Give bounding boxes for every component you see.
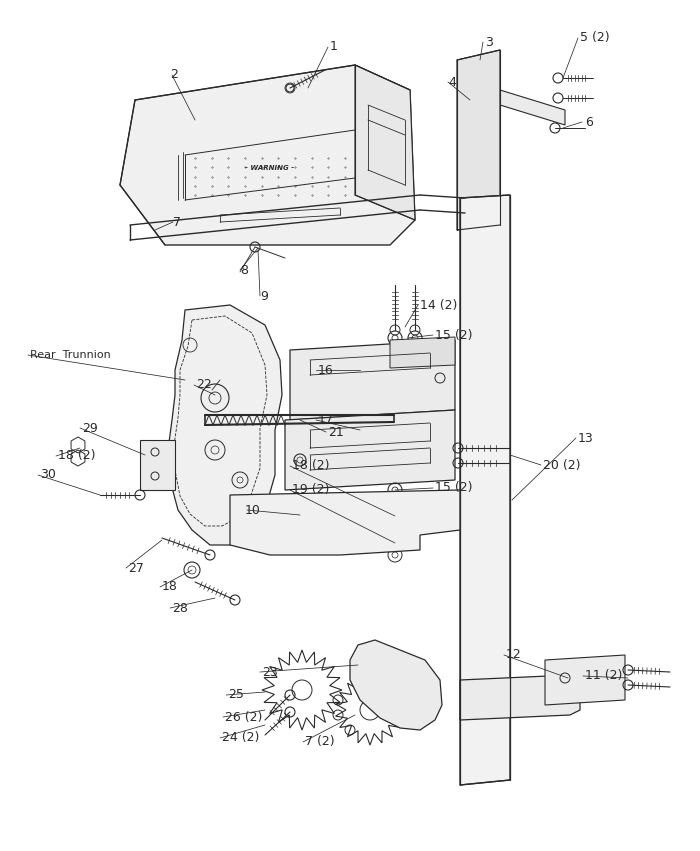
Text: 3: 3 [485,36,493,49]
Polygon shape [350,640,442,730]
Text: 7: 7 [173,215,181,229]
Text: 14 (2): 14 (2) [420,299,457,311]
Polygon shape [290,340,455,420]
Polygon shape [168,305,282,545]
Polygon shape [230,490,460,555]
Text: 22: 22 [196,379,211,391]
Text: 23: 23 [262,665,278,678]
Text: 24 (2): 24 (2) [222,732,260,745]
Text: 6: 6 [585,116,593,129]
Text: 11 (2): 11 (2) [585,670,622,683]
Polygon shape [457,50,500,230]
Text: 18 (2): 18 (2) [58,449,95,462]
Text: - WARNING -: - WARNING - [246,165,295,171]
Text: 5 (2): 5 (2) [580,31,610,44]
Polygon shape [460,195,510,785]
Text: 18: 18 [162,580,178,593]
Polygon shape [460,90,565,125]
Text: 26 (2): 26 (2) [225,711,262,723]
Text: 9: 9 [260,289,268,302]
Text: 21: 21 [328,426,344,438]
Text: 18 (2): 18 (2) [292,460,330,472]
Text: 27: 27 [128,562,144,574]
Text: 15 (2): 15 (2) [435,482,472,494]
Polygon shape [390,337,455,368]
Polygon shape [120,65,415,245]
Polygon shape [460,675,580,720]
Text: 29: 29 [82,421,98,435]
Text: 16: 16 [318,363,334,376]
Text: 13: 13 [578,431,594,444]
Text: 8: 8 [240,264,248,277]
Text: 15 (2): 15 (2) [435,328,472,341]
Text: 30: 30 [40,469,56,482]
Text: 2: 2 [170,68,178,82]
Text: 17: 17 [318,414,334,426]
Polygon shape [355,65,415,220]
Text: 10: 10 [245,504,261,517]
Text: Rear  Trunnion: Rear Trunnion [30,350,111,360]
Polygon shape [140,440,175,490]
Text: 25: 25 [228,688,244,701]
Text: 12: 12 [506,648,522,661]
Text: 28: 28 [172,602,188,614]
Polygon shape [545,655,625,705]
Text: 7 (2): 7 (2) [305,735,335,749]
Text: 4: 4 [448,76,456,89]
Polygon shape [285,410,455,490]
Text: 20 (2): 20 (2) [543,459,580,471]
Text: 1: 1 [330,41,338,54]
Text: 19 (2): 19 (2) [292,483,330,496]
